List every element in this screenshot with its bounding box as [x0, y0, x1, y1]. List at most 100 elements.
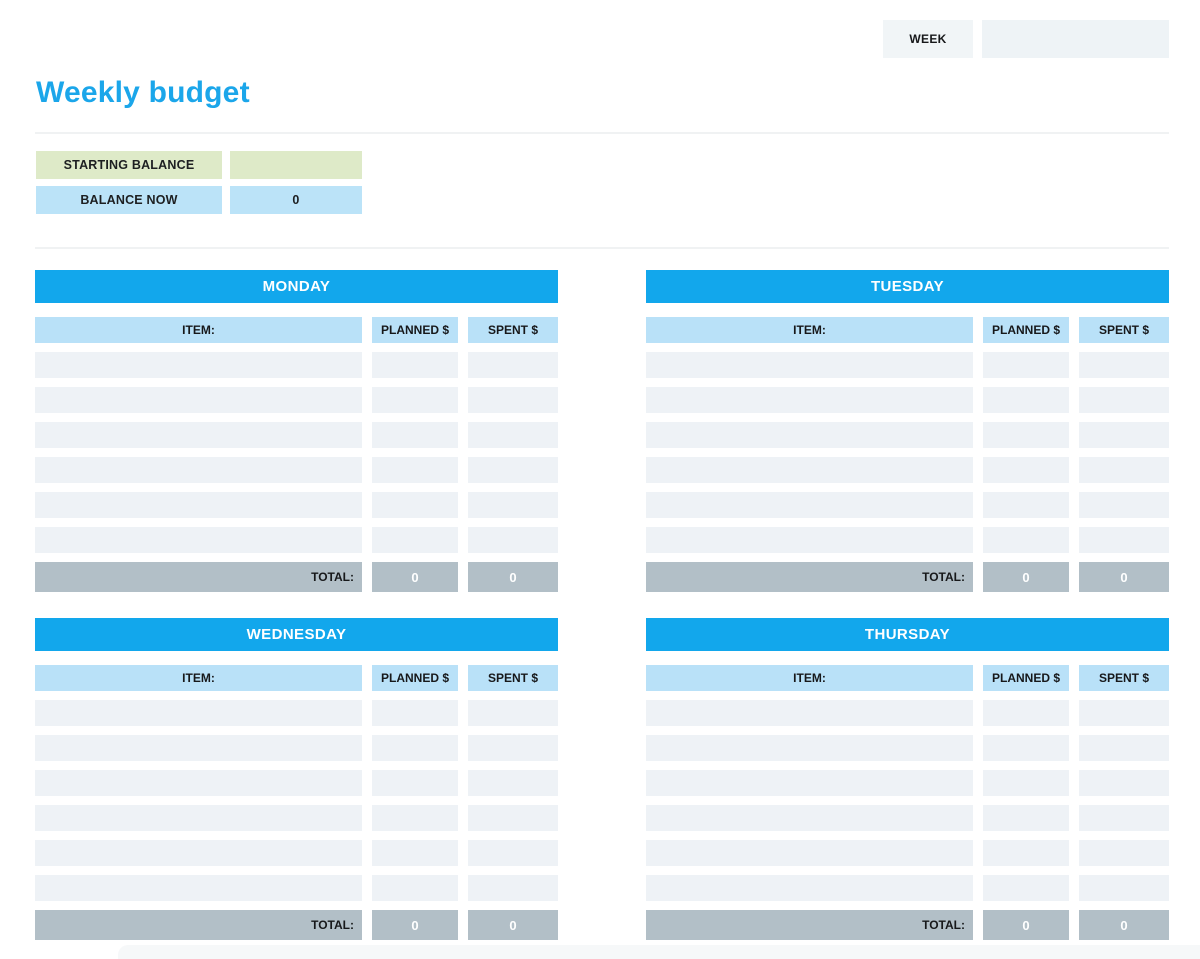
spent-cell[interactable] — [468, 735, 558, 761]
planned-cell[interactable] — [372, 527, 458, 553]
spent-cell[interactable] — [468, 492, 558, 518]
planned-cell[interactable] — [983, 805, 1069, 831]
spent-cell[interactable] — [1079, 352, 1169, 378]
planned-cell[interactable] — [983, 840, 1069, 866]
total-row: TOTAL: 0 0 — [646, 910, 1169, 940]
spent-cell[interactable] — [468, 352, 558, 378]
spent-cell[interactable] — [468, 422, 558, 448]
planned-cell[interactable] — [983, 527, 1069, 553]
table-row — [646, 457, 1169, 483]
spent-cell[interactable] — [1079, 492, 1169, 518]
spent-cell[interactable] — [1079, 735, 1169, 761]
day-table-monday: MONDAY ITEM: PLANNED $ SPENT $ — [35, 270, 558, 592]
item-cell[interactable] — [35, 527, 362, 553]
item-cell[interactable] — [646, 352, 973, 378]
item-cell[interactable] — [646, 735, 973, 761]
spent-cell[interactable] — [1079, 840, 1169, 866]
column-header-planned: PLANNED $ — [372, 665, 458, 691]
planned-cell[interactable] — [983, 422, 1069, 448]
planned-cell[interactable] — [983, 700, 1069, 726]
item-cell[interactable] — [646, 457, 973, 483]
spent-cell[interactable] — [1079, 700, 1169, 726]
item-cell[interactable] — [646, 805, 973, 831]
item-cell[interactable] — [35, 492, 362, 518]
planned-cell[interactable] — [372, 457, 458, 483]
table-row — [646, 805, 1169, 831]
spent-cell[interactable] — [1079, 422, 1169, 448]
planned-cell[interactable] — [983, 457, 1069, 483]
day-header: MONDAY — [35, 270, 558, 303]
table-row — [646, 352, 1169, 378]
item-cell[interactable] — [35, 840, 362, 866]
column-header-row: ITEM: PLANNED $ SPENT $ — [646, 665, 1169, 691]
planned-cell[interactable] — [372, 840, 458, 866]
item-cell[interactable] — [646, 527, 973, 553]
item-cell[interactable] — [35, 352, 362, 378]
page-title: Weekly budget — [36, 76, 250, 109]
item-cell[interactable] — [35, 422, 362, 448]
planned-cell[interactable] — [372, 422, 458, 448]
column-header-planned: PLANNED $ — [372, 317, 458, 343]
table-row — [646, 527, 1169, 553]
spent-cell[interactable] — [1079, 387, 1169, 413]
next-page-edge — [118, 945, 1200, 959]
spent-cell[interactable] — [468, 387, 558, 413]
total-row: TOTAL: 0 0 — [35, 562, 558, 592]
week-header: WEEK — [883, 20, 1169, 58]
starting-balance-value-cell[interactable] — [230, 151, 362, 179]
total-label: TOTAL: — [35, 562, 362, 592]
item-cell[interactable] — [35, 805, 362, 831]
planned-cell[interactable] — [983, 735, 1069, 761]
item-cell[interactable] — [646, 422, 973, 448]
spent-cell[interactable] — [1079, 457, 1169, 483]
spent-cell[interactable] — [468, 875, 558, 901]
item-cell[interactable] — [646, 700, 973, 726]
column-header-spent: SPENT $ — [468, 665, 558, 691]
planned-cell[interactable] — [372, 875, 458, 901]
day-header: THURSDAY — [646, 618, 1169, 651]
column-header-item: ITEM: — [646, 317, 973, 343]
spent-cell[interactable] — [1079, 770, 1169, 796]
spent-cell[interactable] — [468, 457, 558, 483]
spent-cell[interactable] — [1079, 805, 1169, 831]
planned-cell[interactable] — [372, 352, 458, 378]
item-cell[interactable] — [35, 387, 362, 413]
item-cell[interactable] — [646, 770, 973, 796]
total-spent-value: 0 — [468, 562, 558, 592]
planned-cell[interactable] — [983, 875, 1069, 901]
table-row — [35, 700, 558, 726]
spent-cell[interactable] — [468, 527, 558, 553]
planned-cell[interactable] — [983, 492, 1069, 518]
planned-cell[interactable] — [372, 387, 458, 413]
planned-cell[interactable] — [372, 735, 458, 761]
planned-cell[interactable] — [372, 770, 458, 796]
table-row — [35, 492, 558, 518]
item-cell[interactable] — [35, 875, 362, 901]
planned-cell[interactable] — [983, 387, 1069, 413]
item-cell[interactable] — [646, 875, 973, 901]
spent-cell[interactable] — [1079, 527, 1169, 553]
planned-cell[interactable] — [372, 700, 458, 726]
item-cell[interactable] — [35, 735, 362, 761]
planned-cell[interactable] — [983, 352, 1069, 378]
spent-cell[interactable] — [468, 805, 558, 831]
planned-cell[interactable] — [983, 770, 1069, 796]
planned-cell[interactable] — [372, 492, 458, 518]
spent-cell[interactable] — [468, 770, 558, 796]
spent-cell[interactable] — [468, 700, 558, 726]
table-row — [646, 770, 1169, 796]
total-row: TOTAL: 0 0 — [646, 562, 1169, 592]
week-value-cell[interactable] — [982, 20, 1169, 58]
item-cell[interactable] — [35, 770, 362, 796]
item-cell[interactable] — [646, 387, 973, 413]
spent-cell[interactable] — [468, 840, 558, 866]
column-header-row: ITEM: PLANNED $ SPENT $ — [35, 665, 558, 691]
item-cell[interactable] — [646, 840, 973, 866]
planned-cell[interactable] — [372, 805, 458, 831]
item-cell[interactable] — [35, 457, 362, 483]
spent-cell[interactable] — [1079, 875, 1169, 901]
item-cell[interactable] — [35, 700, 362, 726]
column-header-row: ITEM: PLANNED $ SPENT $ — [646, 317, 1169, 343]
item-cell[interactable] — [646, 492, 973, 518]
